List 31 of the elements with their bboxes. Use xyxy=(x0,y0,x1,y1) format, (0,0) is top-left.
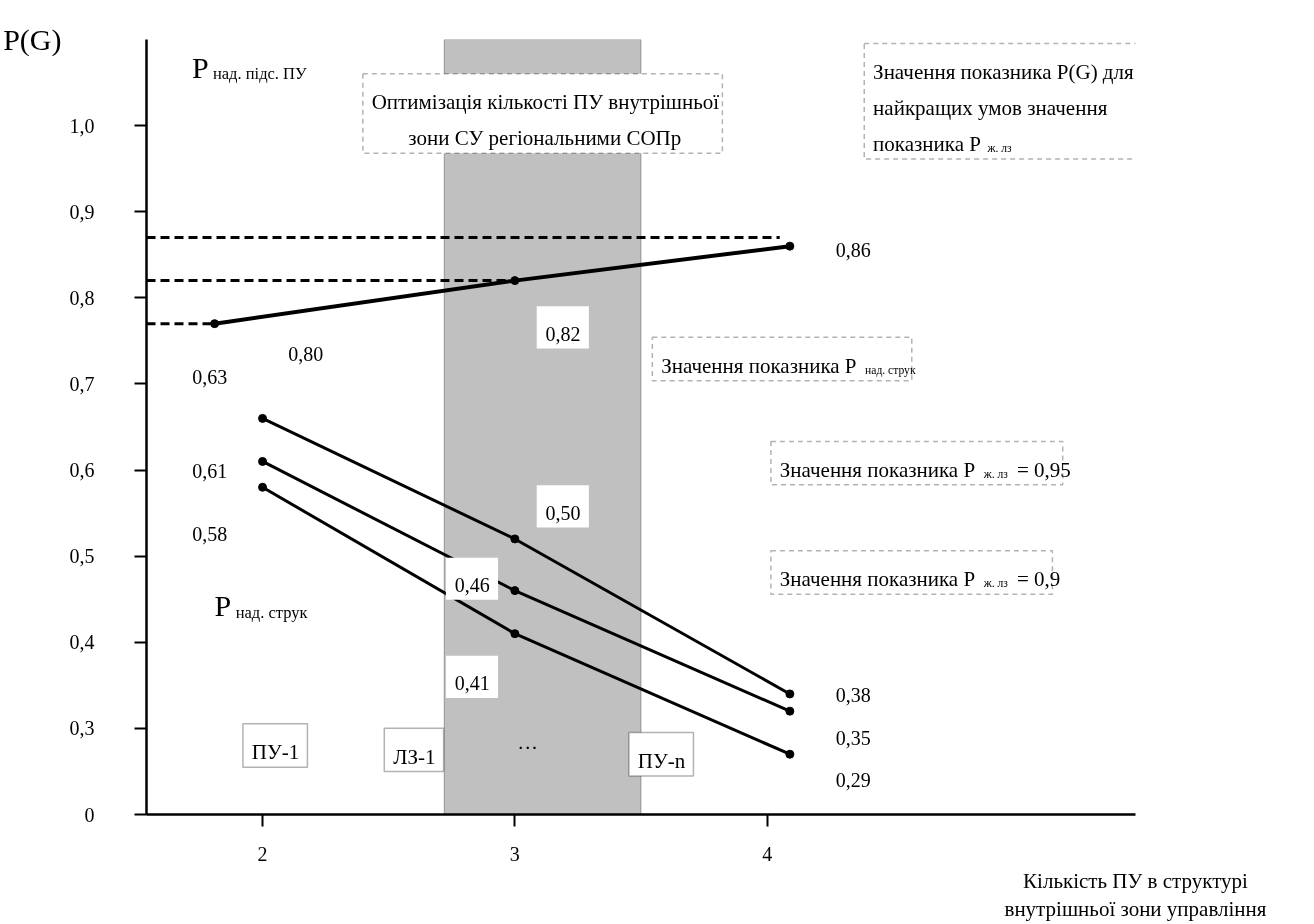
annotation: 0,29 xyxy=(835,768,871,791)
y-tick-label: 1,0 xyxy=(69,114,95,137)
annotation: ПУ-1 xyxy=(251,740,300,765)
annotation: ЛЗ-1 xyxy=(393,744,436,769)
annotation: 0,58 xyxy=(192,523,228,546)
y-tick-label: 0,3 xyxy=(69,717,95,740)
x-tick-label: 3 xyxy=(509,842,520,865)
annotation: ПУ-n xyxy=(637,748,686,773)
y-tick-label: 0,7 xyxy=(69,372,95,395)
annotation: 0,38 xyxy=(835,683,871,706)
annotation: 0,46 xyxy=(454,574,490,597)
y-tick-label: 0,4 xyxy=(69,631,95,654)
annotation: 0,61 xyxy=(192,459,228,482)
x-tick-label: 2 xyxy=(257,842,268,865)
y-axis-title: P(G) xyxy=(3,23,62,57)
y-tick-label: 0 xyxy=(84,803,95,826)
annotation: 0,82 xyxy=(545,322,581,345)
x-axis-title: Кількість ПУ в структурі внутрішньої зони управління xyxy=(1004,868,1267,922)
annotation: 0,80 xyxy=(288,343,324,366)
annotation: 0,86 xyxy=(835,239,871,262)
annotation: 0,63 xyxy=(192,365,228,388)
y-tick-label: 0,9 xyxy=(69,200,95,223)
annotation: 0,41 xyxy=(454,672,490,695)
y-tick-label: 0,5 xyxy=(69,545,95,568)
y-tick-label: 0,6 xyxy=(69,459,95,482)
annotation: 0,50 xyxy=(545,501,581,524)
annotation: 0,35 xyxy=(835,726,871,749)
y-tick-label: 0,8 xyxy=(69,286,95,309)
annotation: ··· xyxy=(517,735,539,760)
annotation: Оптимізація кількості ПУ внутрішньої зони СУ регіональними СОПр xyxy=(371,90,720,151)
x-tick-label: 4 xyxy=(762,842,773,865)
